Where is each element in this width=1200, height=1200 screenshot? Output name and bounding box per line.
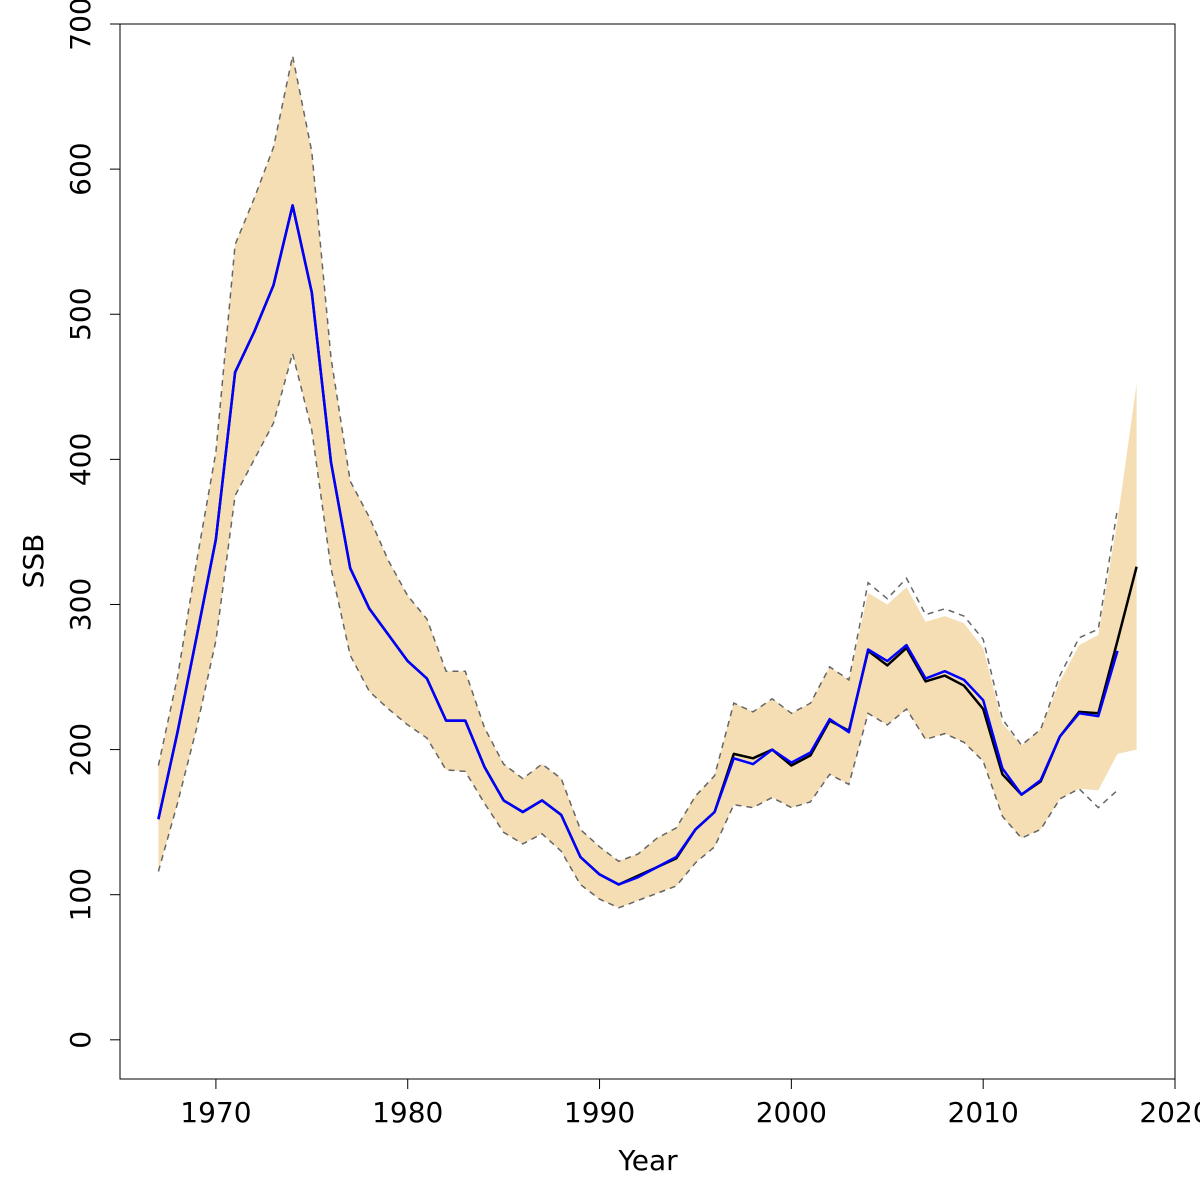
confidence-band-layer [157,55,1137,909]
y-axis: 0 100 200 300 400 500 600 700 [64,0,121,1049]
x-tick-label: 1980 [372,1096,443,1129]
x-tick-label: 1990 [564,1096,635,1129]
series-layer [157,204,1138,886]
series-line-2 [157,204,1119,886]
y-tick-label: 200 [64,723,97,776]
y-tick-label: 500 [64,287,97,340]
y-axis-label: SSB [17,534,50,589]
y-tick-label: 300 [64,578,97,631]
confidence-band-area [158,55,1137,908]
band-lower-dashed-line [157,350,1119,909]
y-tick-label: 600 [64,142,97,195]
x-tick-label: 2010 [948,1096,1019,1129]
y-tick-label: 400 [64,433,97,486]
x-tick-label: 2000 [756,1096,827,1129]
y-tick-label: 700 [64,0,97,51]
y-tick-label: 100 [64,868,97,921]
y-tick-label: 0 [64,1031,97,1049]
band-upper-dashed-line [157,55,1119,863]
x-axis-label: Year [617,1144,678,1177]
x-tick-label: 1970 [180,1096,251,1129]
